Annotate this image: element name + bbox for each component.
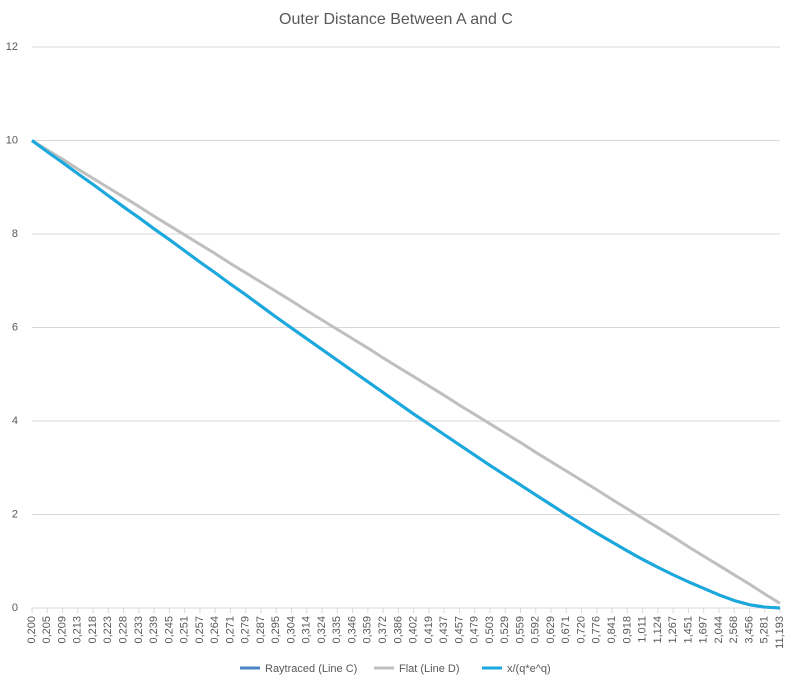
x-tick-label: 0,386 xyxy=(392,616,404,644)
x-tick-label: 2,568 xyxy=(728,616,740,644)
y-tick-label: 0 xyxy=(12,602,18,614)
x-tick-label: 0,346 xyxy=(346,616,358,644)
x-tick-label: 0,279 xyxy=(240,616,252,644)
x-tick-label: 0,287 xyxy=(255,616,267,644)
x-tick-label: 0,223 xyxy=(102,616,114,644)
x-tick-label: 0,479 xyxy=(469,616,481,644)
x-tick-label: 0,592 xyxy=(530,616,542,644)
y-tick-label: 12 xyxy=(6,41,18,53)
x-tick-label: 0,457 xyxy=(453,616,465,644)
chart-title: Outer Distance Between A and C xyxy=(279,11,513,28)
x-tick-label: 0,257 xyxy=(194,616,206,644)
y-tick-label: 4 xyxy=(12,415,18,427)
y-tick-label: 8 xyxy=(12,228,18,240)
x-tick-label: 1,011 xyxy=(637,616,649,643)
x-tick-label: 5,281 xyxy=(759,616,771,644)
x-tick-label: 0,200 xyxy=(26,616,38,644)
x-tick-label: 0,529 xyxy=(499,616,511,644)
x-tick-label: 0,271 xyxy=(224,616,236,644)
x-tick-label: 0,372 xyxy=(377,616,389,644)
y-tick-label: 2 xyxy=(12,508,18,520)
x-tick-label: 0,295 xyxy=(270,616,282,644)
x-tick-label: 0,245 xyxy=(163,616,175,644)
y-tick-label: 6 xyxy=(12,321,18,333)
x-tick-label: 11,193 xyxy=(774,616,786,649)
x-tick-label: 0,918 xyxy=(621,616,633,644)
x-tick-label: 1,124 xyxy=(652,616,664,644)
x-tick-label: 0,629 xyxy=(545,616,557,644)
x-tick-label: 0,402 xyxy=(408,616,420,644)
x-tick-label: 0,720 xyxy=(575,616,587,644)
legend-label: Flat (Line D) xyxy=(399,663,460,675)
x-tick-label: 0,776 xyxy=(591,616,603,644)
x-tick-label: 0,559 xyxy=(514,616,526,644)
x-tick-label: 0,503 xyxy=(484,616,496,644)
x-tick-label: 0,359 xyxy=(362,616,374,644)
legend-label: x/(q*e^q) xyxy=(507,663,551,675)
x-tick-label: 1,451 xyxy=(682,616,694,644)
x-tick-label: 0,437 xyxy=(438,616,450,644)
x-tick-label: 0,205 xyxy=(41,616,53,644)
x-tick-label: 0,419 xyxy=(423,616,435,644)
x-tick-label: 1,697 xyxy=(698,616,710,644)
x-tick-label: 0,213 xyxy=(72,616,84,644)
y-tick-label: 10 xyxy=(6,134,18,146)
legend-label: Raytraced (Line C) xyxy=(265,663,357,675)
x-tick-label: 0,228 xyxy=(117,616,129,644)
x-tick-label: 0,304 xyxy=(285,616,297,644)
x-tick-label: 2,044 xyxy=(713,616,725,644)
x-tick-label: 1,267 xyxy=(667,616,679,644)
x-tick-label: 0,239 xyxy=(148,616,160,644)
x-tick-label: 0,209 xyxy=(56,616,68,644)
series-line xyxy=(31,139,781,610)
x-tick-label: 0,671 xyxy=(560,616,572,644)
x-tick-label: 0,218 xyxy=(87,616,99,644)
x-tick-label: 0,335 xyxy=(331,616,343,644)
series-line xyxy=(31,139,781,605)
x-tick-label: 0,324 xyxy=(316,616,328,644)
x-tick-label: 0,233 xyxy=(133,616,145,644)
x-tick-label: 0,841 xyxy=(606,616,618,644)
x-tick-label: 0,264 xyxy=(209,616,221,644)
x-tick-label: 0,314 xyxy=(301,616,313,644)
x-tick-label: 0,251 xyxy=(179,616,191,644)
x-tick-label: 3,456 xyxy=(743,616,755,644)
